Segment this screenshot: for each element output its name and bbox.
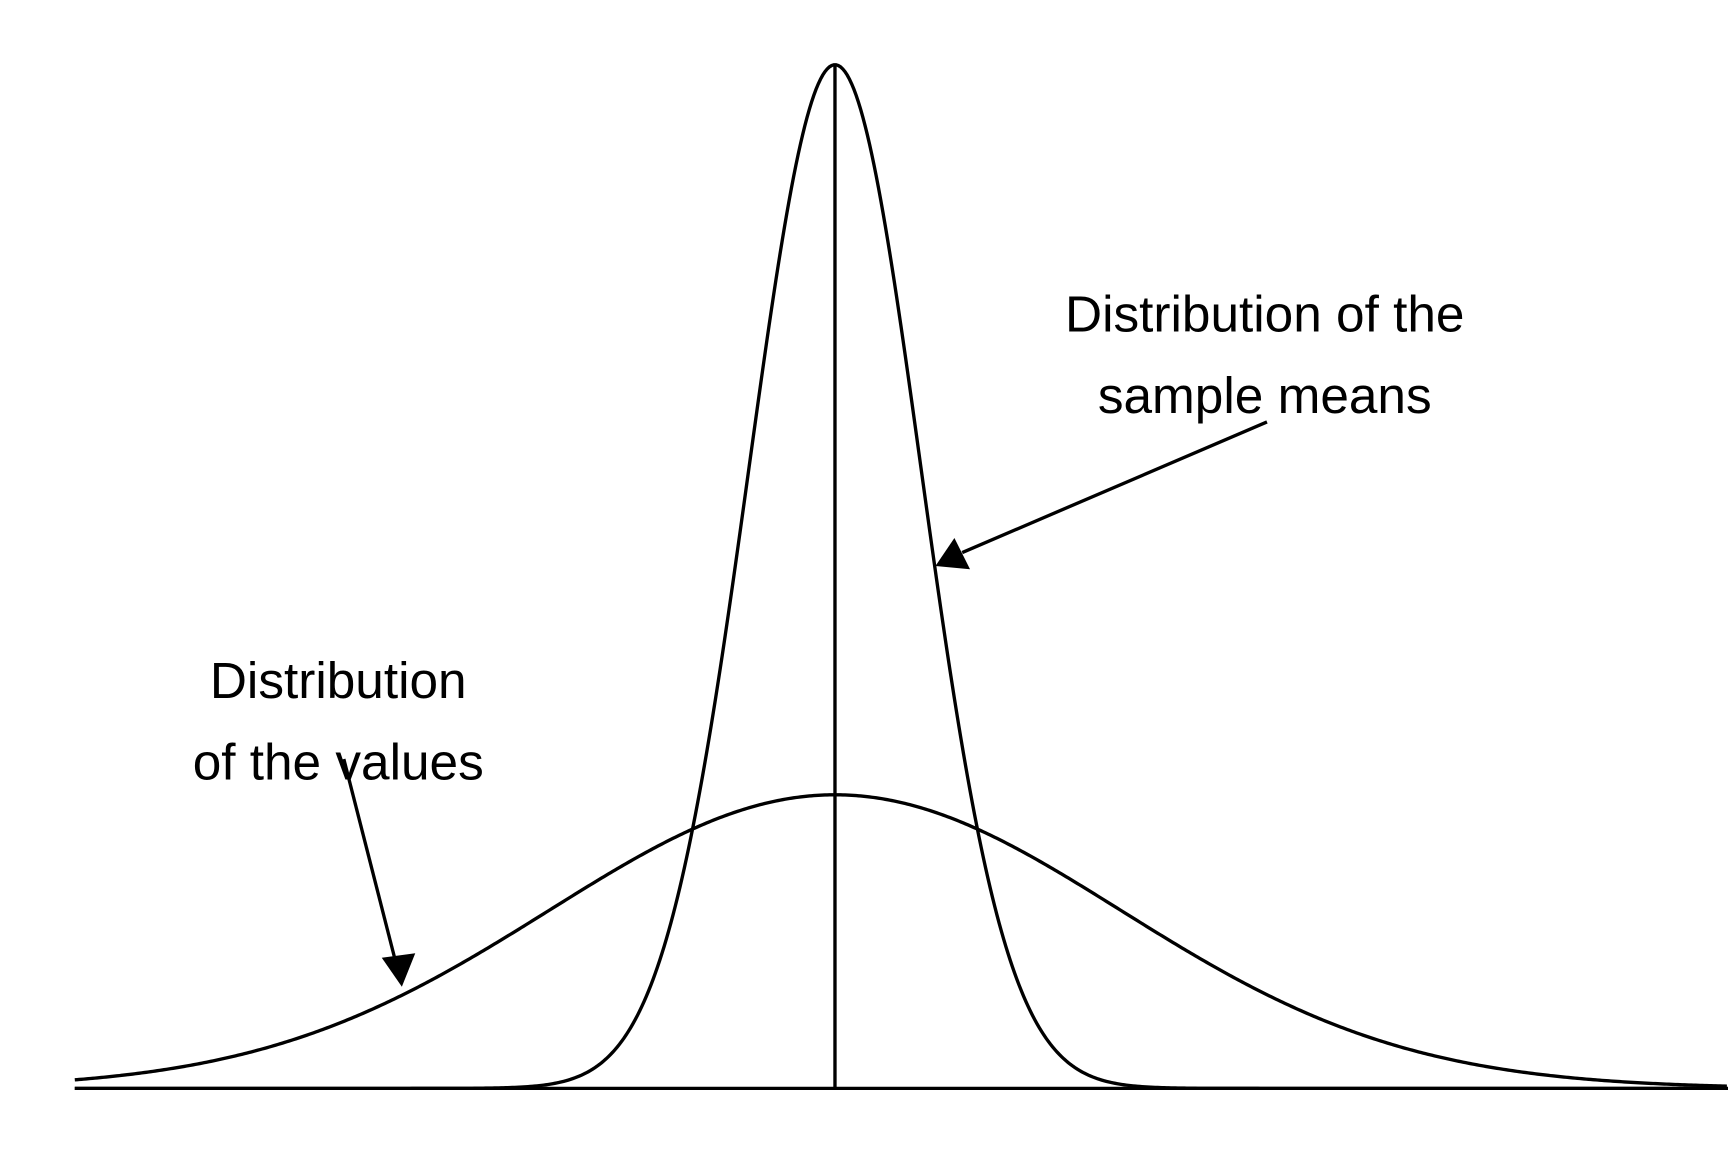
label: Distribution bbox=[210, 652, 467, 709]
values-curve bbox=[74, 793, 1727, 1088]
label: of the values bbox=[193, 733, 484, 790]
arrow-line bbox=[961, 420, 1268, 555]
sample-means-curve bbox=[74, 63, 1727, 1091]
arrow-head bbox=[935, 538, 971, 570]
arrow-line bbox=[342, 758, 397, 961]
label: Distribution of the bbox=[1065, 286, 1464, 343]
label: sample means bbox=[1098, 367, 1432, 424]
arrow-head bbox=[381, 953, 416, 987]
